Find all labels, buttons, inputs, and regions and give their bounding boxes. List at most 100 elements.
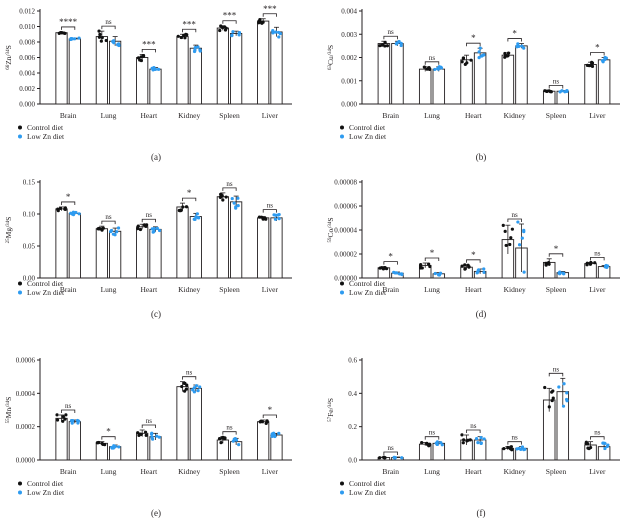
data-point-lowzn: [562, 272, 566, 276]
data-point-control: [265, 419, 269, 423]
bar-lowzn: [391, 43, 404, 105]
data-point-lowzn: [522, 228, 526, 232]
data-point-control: [510, 227, 514, 231]
x-tick-label: Kidney: [178, 285, 200, 294]
x-tick-label: Heart: [141, 111, 159, 120]
data-point-control: [185, 383, 189, 387]
data-point-control: [259, 20, 263, 25]
y-tick-label: 0.008: [19, 39, 35, 47]
significance-bracket: [61, 201, 76, 205]
bar-control: [501, 54, 515, 105]
panel-label: (a): [151, 152, 161, 162]
y-tick-label: 0.000: [19, 101, 35, 109]
data-point-control: [99, 39, 103, 43]
y-tick-label: 0.05: [23, 243, 36, 251]
y-tick-label: 0.002: [341, 54, 357, 62]
data-point-lowzn: [562, 382, 566, 386]
x-tick-label: Liver: [589, 285, 606, 294]
significance-bracket: [507, 218, 522, 222]
data-point-lowzn: [476, 270, 480, 274]
data-point-lowzn: [231, 30, 235, 34]
data-point-lowzn: [520, 445, 525, 449]
data-point-lowzn: [77, 212, 81, 216]
x-tick-label: Lung: [101, 111, 117, 120]
y-tick-label: 0.00: [23, 275, 36, 283]
data-point-control: [55, 413, 59, 417]
legend-marker-lowzn: [18, 490, 22, 495]
data-point-lowzn: [234, 206, 238, 210]
data-point-lowzn: [482, 53, 486, 57]
bar-lowzn: [189, 47, 202, 105]
data-point-lowzn: [236, 204, 240, 208]
data-point-lowzn: [482, 267, 486, 271]
data-point-control: [257, 21, 261, 25]
data-point-control: [179, 35, 183, 40]
y-axis-label-part: 66: [6, 64, 11, 70]
bar-lowzn: [149, 228, 162, 279]
significance-label: *: [595, 43, 600, 53]
data-point-lowzn: [399, 43, 403, 48]
data-point-lowzn: [439, 65, 443, 69]
data-point-lowzn: [69, 418, 74, 423]
significance-bracket: [141, 218, 156, 223]
bar-lowzn: [149, 68, 162, 105]
legend-label: Control diet: [27, 123, 64, 132]
data-point-lowzn: [198, 385, 202, 389]
y-axis-label-part: Mg/: [4, 225, 13, 238]
significance-label: ns: [388, 444, 395, 452]
y-axis-label: 63Cu/34S: [326, 45, 335, 70]
panel-label: (f): [477, 508, 486, 518]
y-axis-label-part: S: [326, 398, 335, 402]
data-point-control: [136, 56, 141, 60]
x-tick-label: Brain: [382, 467, 399, 476]
data-point-lowzn: [192, 49, 197, 54]
bar-lowzn: [189, 387, 202, 461]
significance-bracket: [590, 52, 605, 56]
data-point-lowzn: [149, 432, 154, 436]
data-point-lowzn: [565, 391, 569, 395]
data-point-control: [585, 263, 589, 267]
y-axis-label-part: Co/: [326, 226, 335, 238]
legend-label: Low Zn diet: [27, 132, 65, 141]
data-point-lowzn: [110, 446, 114, 450]
data-point-control: [469, 58, 473, 62]
data-point-control: [427, 444, 431, 448]
x-tick-label: Spleen: [219, 111, 240, 120]
data-point-lowzn: [277, 431, 281, 435]
y-axis-label-part: 55: [6, 418, 11, 424]
significance-bracket: [466, 259, 481, 263]
bar-control: [55, 208, 68, 279]
y-tick-label: 0.006: [19, 54, 35, 62]
data-point-control: [590, 61, 595, 65]
data-point-control: [588, 262, 592, 266]
panel-f: 0.00.20.40.657Fe/34SnsBrainnsLungnsHeart…: [326, 357, 620, 518]
data-point-control: [181, 205, 185, 209]
data-point-control: [55, 418, 60, 422]
data-point-control: [461, 441, 465, 445]
data-point-lowzn: [157, 435, 161, 439]
data-point-lowzn: [482, 437, 486, 441]
data-point-lowzn: [557, 385, 561, 389]
data-point-control: [506, 445, 510, 450]
data-point-lowzn: [237, 443, 241, 447]
significance-label: ns: [470, 422, 477, 430]
data-point-control: [543, 385, 547, 390]
data-point-lowzn: [237, 31, 241, 35]
data-point-lowzn: [150, 66, 154, 70]
x-tick-label: Liver: [262, 111, 279, 120]
data-point-control: [182, 381, 186, 386]
y-axis-label-part: 34: [6, 49, 11, 55]
data-point-lowzn: [397, 272, 402, 276]
significance-bracket: [141, 49, 156, 53]
y-axis-label: 55Mn/34S: [4, 397, 13, 424]
bar-control: [257, 421, 270, 461]
data-point-lowzn: [155, 434, 159, 438]
data-point-control: [508, 447, 513, 451]
data-point-control: [506, 51, 511, 55]
y-tick-label: 0.004: [19, 70, 35, 78]
data-point-control: [502, 446, 506, 451]
data-point-control: [509, 236, 513, 240]
data-point-lowzn: [603, 446, 607, 451]
data-point-lowzn: [436, 67, 440, 71]
